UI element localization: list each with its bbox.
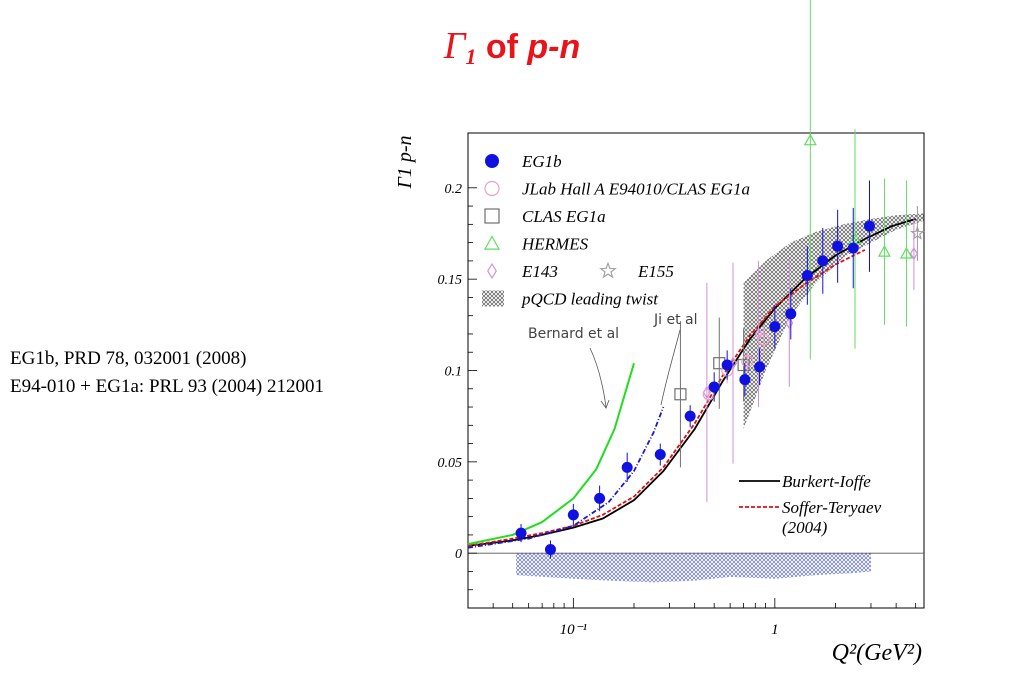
data-point xyxy=(899,246,913,259)
data-point xyxy=(909,246,918,261)
data-point xyxy=(737,358,750,372)
data-point xyxy=(594,492,606,504)
legend-label-burkert: Burkert-Ioffe xyxy=(782,472,871,491)
data-point xyxy=(621,461,633,473)
legend-marker xyxy=(485,154,499,168)
data-point xyxy=(910,225,925,240)
title-gamma: Γ xyxy=(443,25,466,67)
legend-label: E155 xyxy=(637,262,674,281)
arrowhead-bernard xyxy=(600,399,610,409)
x-axis-label: Q²(GeV²) xyxy=(832,640,922,666)
legend-marker xyxy=(484,208,500,224)
points-layer xyxy=(515,0,925,559)
data-point xyxy=(684,410,696,422)
arrow-bernard xyxy=(589,347,607,408)
legend-label-soffer-year: (2004) xyxy=(782,518,828,537)
legend-marker xyxy=(487,262,497,280)
data-point xyxy=(769,321,781,333)
y-tick-label: 0.15 xyxy=(438,273,463,288)
data-point xyxy=(785,316,794,330)
legend-label: HERMES xyxy=(521,235,589,254)
data-point xyxy=(817,255,829,267)
y-tick-label: 0.1 xyxy=(445,365,463,380)
data-point xyxy=(801,270,813,281)
reference-eg1b: EG1b, PRD 78, 032001 (2008) xyxy=(10,348,247,369)
slide-title: Γ1 of p-n xyxy=(0,24,1024,70)
y-tick-label: 0.2 xyxy=(445,182,463,197)
data-point xyxy=(832,240,844,252)
legend-label: E143 xyxy=(521,262,558,281)
data-point xyxy=(739,374,751,386)
data-point xyxy=(863,220,875,232)
y-tick-label: 0.05 xyxy=(438,456,463,471)
data-point xyxy=(847,242,859,254)
data-point xyxy=(567,509,579,521)
axes-layer: 0 0.05 0.1 0.15 0.2 10⁻¹ 1 xyxy=(438,132,925,638)
data-point xyxy=(708,381,720,393)
x-tick-label: 1 xyxy=(771,622,779,638)
legend-label: JLab Hall A E94010/CLAS EG1a xyxy=(522,180,750,199)
legend-label: pQCD leading twist xyxy=(521,290,659,309)
data-point xyxy=(741,355,754,368)
y-tick-label: 0 xyxy=(455,547,462,562)
data-point xyxy=(754,361,766,373)
data-point xyxy=(803,133,817,146)
data-point xyxy=(515,527,527,539)
pqcd-band xyxy=(743,213,924,429)
legend-layer: EG1b JLab Hall A E94010/CLAS EG1a CLAS EG1… xyxy=(482,152,750,309)
data-point xyxy=(721,359,733,371)
systematic-band xyxy=(516,553,871,583)
title-pn: p-n xyxy=(527,28,581,66)
references: EG1b, PRD 78, 032001 (2008) E94-010 + EG… xyxy=(10,345,324,401)
title-of: of xyxy=(476,28,528,66)
text-layer: Q²(GeV²) Γ1 p-n Bernard et al Ji et al Burke… xyxy=(394,135,922,666)
data-point xyxy=(544,544,556,556)
curve-soffer-teryaev- xyxy=(467,249,866,547)
data-point xyxy=(654,449,666,461)
annotation-ji: Ji et al xyxy=(653,312,698,328)
legend-marker xyxy=(483,235,501,250)
data-point xyxy=(785,308,797,320)
data-point xyxy=(877,245,891,257)
data-point xyxy=(757,333,770,346)
legend-label: EG1b xyxy=(521,152,562,171)
curve-ji-et-al xyxy=(467,406,665,549)
legend-marker xyxy=(599,261,617,279)
legend-marker xyxy=(484,180,500,197)
annotation-bernard: Bernard et al xyxy=(528,326,619,342)
reference-e94010: E94-010 + EG1a: PRL 93 (2004) 212001 xyxy=(10,376,324,397)
bands-layer xyxy=(516,213,924,583)
x-tick-label: 10⁻¹ xyxy=(560,622,588,638)
y-axis-label: Γ1 p-n xyxy=(394,135,416,189)
title-subscript: 1 xyxy=(465,44,477,69)
data-point xyxy=(674,388,687,401)
legend-label: CLAS EG1a xyxy=(522,207,606,226)
legend-swatch xyxy=(482,290,504,307)
legend-label-soffer: Soffer-Teryaev xyxy=(782,498,882,517)
arrow-ji xyxy=(660,329,681,406)
curve-bernard-et-al xyxy=(467,362,635,546)
